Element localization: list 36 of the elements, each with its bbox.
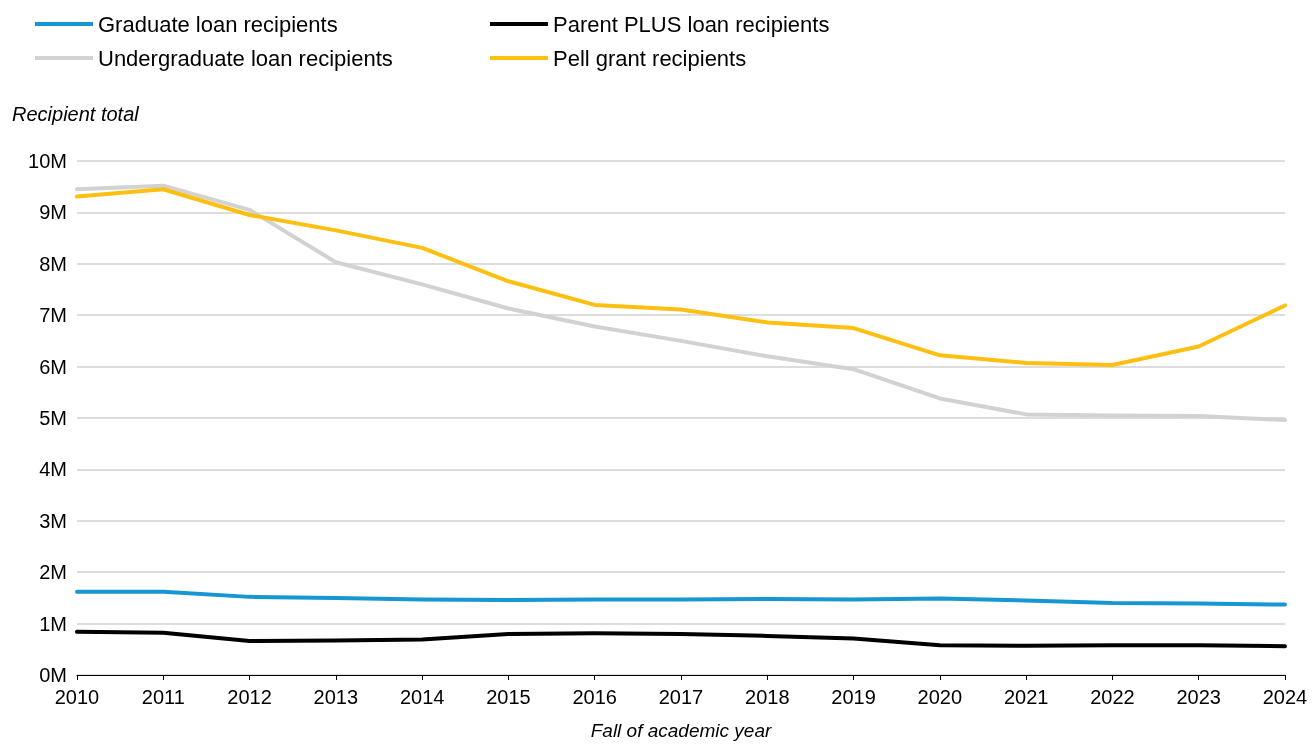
y-tick-label: 2M (39, 561, 67, 584)
x-tick-label: 2016 (572, 686, 617, 708)
y-tick-label: 0M (39, 664, 67, 686)
line-series (75, 629, 1287, 649)
x-tick-label: 2018 (745, 686, 790, 708)
x-tick-label: 2015 (486, 686, 531, 708)
y-tick-label: 3M (39, 509, 67, 532)
x-axis-title: Fall of academic year (590, 720, 772, 741)
y-tick-label: 1M (39, 612, 67, 635)
legend-label: Pell grant recipients (553, 45, 747, 71)
x-tick-label: 2023 (1176, 686, 1221, 708)
x-tick-label: 2011 (141, 686, 185, 708)
x-tick-label: 2014 (399, 686, 445, 708)
y-tick-label: 10M (28, 150, 67, 172)
x-tick-label: 2019 (831, 686, 876, 708)
x-tick-label: 2017 (658, 686, 704, 708)
x-tick-label: 2024 (1262, 686, 1308, 708)
x-tick-label: 2013 (313, 686, 359, 708)
x-tick-label: 2012 (227, 686, 272, 708)
line-series (75, 187, 1287, 368)
line-series (75, 183, 1287, 423)
y-tick-label: 8M (39, 252, 67, 275)
y-tick-label: 4M (39, 458, 67, 481)
x-tick-label: 2020 (917, 686, 963, 708)
y-tick-label: 7M (39, 304, 67, 327)
x-tick-label: 2022 (1090, 686, 1135, 708)
y-axis-title: Recipient total (12, 103, 140, 125)
x-tick-label: 2010 (54, 686, 100, 708)
y-tick-label: 5M (39, 407, 67, 429)
y-tick-label: 9M (39, 201, 67, 224)
y-tick-label: 6M (39, 355, 67, 378)
legend-label: Undergraduate loan recipients (98, 45, 393, 71)
legend-label: Graduate loan recipients (98, 11, 338, 37)
x-tick-label: 2021 (1003, 686, 1049, 708)
legend-label: Parent PLUS loan recipients (553, 11, 830, 37)
line-series (75, 589, 1287, 607)
